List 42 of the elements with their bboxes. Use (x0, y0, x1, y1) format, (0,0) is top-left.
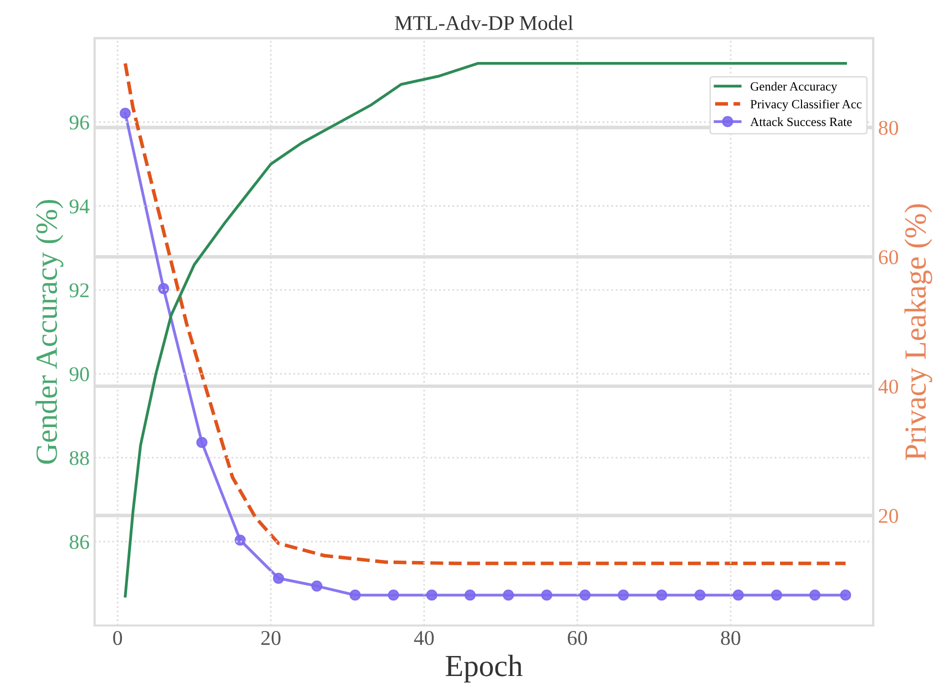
point (464, 590, 476, 601)
y-tick-label: 92 (70, 283, 89, 298)
point (311, 580, 322, 592)
point (350, 590, 361, 601)
point (120, 108, 131, 119)
legend-label: Privacy Classifier Acc (750, 99, 862, 111)
y-tick-label: 94 (70, 199, 90, 214)
point (579, 590, 591, 601)
y-tick-label: 90 (70, 367, 89, 382)
x-tick-label: 40 (414, 630, 434, 646)
x-axis-title: Epoch (446, 654, 523, 683)
point (502, 590, 514, 601)
point (656, 590, 668, 601)
y-tick-label: 86 (70, 534, 90, 550)
point (694, 590, 706, 601)
y2-tick-label: 20 (878, 508, 898, 523)
y-axis-title: Gender Accuracy (%) (36, 200, 64, 464)
chart-title: MTL-Adv-DP Model (394, 15, 574, 30)
point (272, 572, 284, 584)
point (840, 590, 852, 601)
x-tick-label: 80 (721, 630, 740, 646)
legend-label: Attack Success Rate (750, 117, 852, 126)
y2-tick-label: 40 (878, 380, 898, 394)
x-tick-label: 60 (568, 630, 587, 646)
x-tick-label: 0 (113, 630, 122, 646)
point (234, 534, 246, 546)
point (388, 590, 400, 601)
point (732, 590, 744, 601)
point (196, 436, 208, 448)
y-tick-label: 88 (70, 451, 89, 466)
legend-label: Gender Accuracy (750, 82, 838, 94)
point (809, 590, 820, 601)
y-tick-label: 96 (70, 116, 90, 130)
y2-tick-label: 60 (878, 250, 898, 264)
point (618, 590, 629, 601)
point (426, 590, 438, 601)
point (158, 282, 170, 294)
point (771, 590, 782, 601)
point (541, 590, 552, 601)
x-tick-label: 20 (261, 630, 280, 646)
y2-axis-title: Privacy Leakage (%) (904, 204, 932, 460)
y2-tick-label: 80 (878, 120, 898, 135)
